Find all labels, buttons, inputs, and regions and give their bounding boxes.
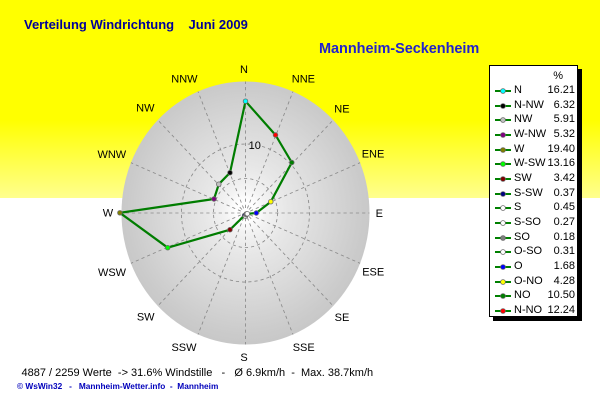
- svg-text:SE: SE: [335, 312, 350, 324]
- svg-text:E: E: [376, 208, 383, 220]
- svg-text:SSW: SSW: [171, 342, 197, 354]
- svg-text:SSE: SSE: [293, 342, 315, 354]
- svg-text:WNW: WNW: [97, 149, 126, 161]
- svg-text:SW: SW: [137, 312, 155, 324]
- svg-text:NE: NE: [334, 103, 349, 115]
- svg-text:ESE: ESE: [362, 267, 384, 279]
- svg-text:W: W: [103, 208, 114, 220]
- svg-text:N: N: [240, 64, 248, 76]
- svg-text:ENE: ENE: [362, 149, 385, 161]
- svg-text:NNW: NNW: [171, 73, 198, 85]
- svg-text:WSW: WSW: [98, 267, 127, 279]
- svg-text:10: 10: [249, 140, 261, 152]
- svg-text:NNE: NNE: [292, 73, 315, 85]
- svg-text:S: S: [240, 352, 247, 364]
- svg-text:NW: NW: [136, 103, 155, 115]
